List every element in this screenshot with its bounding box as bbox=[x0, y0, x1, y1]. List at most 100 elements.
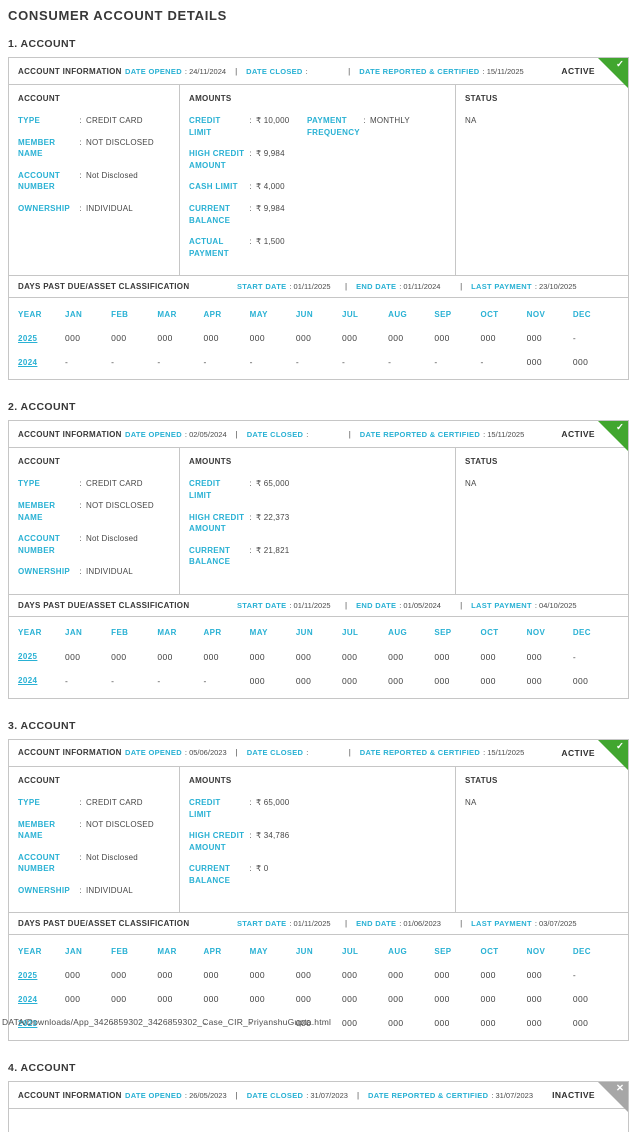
start-date-group: START DATE : 01/11/2025 bbox=[237, 601, 336, 610]
year-link[interactable]: 2023 bbox=[18, 1018, 38, 1028]
colon: : bbox=[249, 237, 252, 247]
year-link[interactable]: 2024 bbox=[18, 994, 38, 1004]
last-payment-value: : 23/10/2025 bbox=[534, 282, 577, 292]
year-header-cell: YEAR bbox=[18, 946, 42, 956]
column-status-title: STATUS bbox=[465, 775, 498, 785]
check-icon[interactable]: ✓ bbox=[616, 740, 624, 752]
colon: : bbox=[79, 852, 82, 862]
account-card: ACCOUNT INFORMATION DATE OPENED : 02/05/… bbox=[8, 420, 629, 699]
payment-frequency-subcolumn: PAYMENT FREQUENCY : MONTHLY bbox=[307, 115, 410, 148]
dpd-cell: 000 bbox=[295, 333, 312, 344]
dpd-cell: 000 bbox=[388, 1018, 404, 1029]
status-value: NA bbox=[465, 116, 477, 125]
date-opened-label: DATE OPENED bbox=[125, 429, 182, 439]
dpd-cell: 000 bbox=[203, 651, 219, 662]
close-icon[interactable]: ✕ bbox=[616, 1083, 624, 1095]
dpd-header: DAYS PAST DUE/ASSET CLASSIFICATION START… bbox=[9, 912, 628, 936]
year-link[interactable]: 2024 bbox=[18, 676, 38, 686]
status-ribbon[interactable] bbox=[598, 421, 628, 452]
dpd-year-row: 2025 000 000 000 000 000 000 000 000 000 000 000 - bbox=[18, 326, 619, 350]
check-icon[interactable]: ✓ bbox=[616, 59, 624, 70]
date-opened-value: : 26/05/2023 bbox=[184, 1090, 227, 1100]
column-amounts-title: AMOUNTS bbox=[189, 775, 232, 785]
status-ribbon[interactable] bbox=[598, 739, 628, 770]
field-row: TYPE : CREDIT CARD bbox=[18, 797, 170, 809]
dpd-year-row: 2024 000 000 000 000 000 000 000 000 000 000 000 00… bbox=[18, 987, 619, 1011]
colon: : bbox=[79, 534, 82, 544]
field-label: CURRENT BALANCE bbox=[189, 545, 231, 567]
field-row: CURRENT BALANCE : ₹ 21,821 bbox=[189, 545, 446, 568]
month-header-cell: SEP bbox=[434, 628, 452, 638]
start-date-group: START DATE : 01/11/2025 bbox=[237, 919, 336, 928]
field-label: ACCOUNT NUMBER bbox=[18, 852, 61, 874]
dpd-cell: 000 bbox=[434, 994, 450, 1005]
field-value: CREDIT CARD bbox=[86, 797, 143, 807]
column-status: STATUS NA bbox=[456, 85, 628, 275]
dpd-cell: - bbox=[203, 675, 207, 686]
dpd-cell: 000 bbox=[111, 994, 127, 1005]
year-link[interactable]: 2024 bbox=[18, 357, 38, 367]
field-label: TYPE bbox=[18, 797, 41, 807]
dpd-cell: 000 bbox=[157, 994, 173, 1005]
date-closed-value: : bbox=[306, 748, 309, 758]
dpd-cell: - bbox=[65, 1018, 69, 1029]
year-header-cell: YEAR bbox=[18, 309, 42, 319]
month-header-cell: MAR bbox=[157, 628, 177, 638]
account-info-title: ACCOUNT INFORMATION bbox=[18, 429, 122, 439]
field-row: PAYMENT FREQUENCY : MONTHLY bbox=[307, 115, 410, 138]
column-status-title: STATUS bbox=[465, 94, 498, 103]
year-link[interactable]: 2025 bbox=[18, 970, 38, 980]
dpd-cell: 000 bbox=[295, 994, 312, 1005]
month-header-cell: SEP bbox=[434, 946, 452, 956]
field-value: Not Disclosed bbox=[86, 534, 138, 544]
field-label: OWNERSHIP bbox=[18, 203, 71, 213]
date-reported-certified-value: : 31/07/2023 bbox=[491, 1090, 534, 1100]
field-row: ACCOUNT NUMBER : Not Disclosed bbox=[18, 170, 170, 193]
dpd-cell: 000 bbox=[480, 1018, 496, 1029]
dpd-cell: 000 bbox=[480, 651, 496, 662]
separator: | bbox=[348, 66, 351, 76]
field-value: ₹ 21,821 bbox=[256, 545, 290, 555]
field-row: HIGH CREDIT AMOUNT : ₹ 34,786 bbox=[189, 830, 446, 853]
dpd-cell: 000 bbox=[249, 970, 266, 981]
account-info-grid: ACCOUNT TYPE : CREDIT CARD MEMBER NAME :… bbox=[9, 448, 628, 594]
year-link[interactable]: 2025 bbox=[18, 333, 38, 343]
dpd-cell: 000 bbox=[480, 333, 496, 344]
field-label: OWNERSHIP bbox=[18, 885, 71, 895]
dpd-cell: - bbox=[249, 1018, 253, 1029]
date-reported-certified-label: DATE REPORTED & CERTIFIED bbox=[359, 748, 481, 758]
month-header-cell: FEB bbox=[111, 946, 129, 956]
field-label: ACTUAL PAYMENT bbox=[189, 237, 229, 258]
column-status: STATUS NA bbox=[456, 767, 628, 913]
column-status-title: STATUS bbox=[465, 457, 498, 467]
dpd-cell: 000 bbox=[65, 994, 81, 1005]
month-header-cell: MAR bbox=[157, 309, 177, 319]
check-icon[interactable]: ✓ bbox=[616, 422, 624, 434]
colon: : bbox=[249, 831, 252, 841]
field-row: ACTUAL PAYMENT : ₹ 1,500 bbox=[189, 236, 446, 259]
field-value: ₹ 9,984 bbox=[256, 149, 285, 159]
field-row: HIGH CREDIT AMOUNT : ₹ 22,373 bbox=[189, 512, 446, 535]
dpd-cell: 000 bbox=[249, 333, 266, 344]
status-ribbon[interactable] bbox=[598, 58, 628, 88]
account-card: ACCOUNT INFORMATION DATE OPENED : 05/06/… bbox=[8, 738, 629, 1042]
start-date-label: START DATE bbox=[237, 919, 287, 929]
status-value: NA bbox=[465, 797, 477, 807]
field-label: CREDIT LIMIT bbox=[189, 116, 221, 137]
year-link[interactable]: 2025 bbox=[18, 652, 38, 662]
separator: | bbox=[345, 600, 348, 610]
field-label: MEMBER NAME bbox=[18, 137, 56, 159]
separator: | bbox=[460, 919, 463, 929]
field-row: OWNERSHIP : INDIVIDUAL bbox=[18, 566, 170, 578]
colon: : bbox=[249, 545, 252, 555]
dpd-cell: 000 bbox=[388, 970, 404, 981]
field-label: CREDIT LIMIT bbox=[189, 479, 221, 500]
field-label: HIGH CREDIT AMOUNT bbox=[189, 149, 245, 170]
dpd-cell: 000 bbox=[526, 651, 543, 662]
field-value: MONTHLY bbox=[370, 116, 410, 125]
dpd-cell: 000 bbox=[526, 994, 543, 1005]
dpd-cell: 000 bbox=[388, 675, 404, 686]
month-header-cell: MAY bbox=[249, 628, 268, 638]
separator: | bbox=[460, 282, 463, 292]
